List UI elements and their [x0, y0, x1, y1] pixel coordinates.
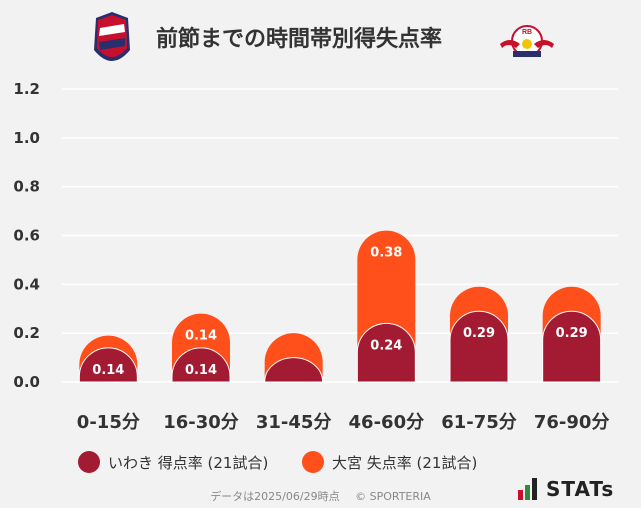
y-tick-label: 0.4 [13, 275, 40, 293]
copyright-text: © SPORTERIA [355, 490, 431, 503]
bar-iwaki-scored [356, 322, 416, 383]
bar-iwaki-scored [264, 357, 324, 383]
legend-label-omiya: 大宮 失点率 (21試合) [332, 453, 478, 472]
data-label-iwaki: 0.14 [92, 363, 124, 378]
legend-swatch-iwaki [78, 451, 100, 473]
data-label-omiya: 0.14 [185, 329, 217, 344]
x-tick-label: 76-90分 [534, 412, 610, 433]
legend-item-omiya: 大宮 失点率 (21試合) [302, 448, 477, 476]
iwaki-fc-logo [94, 12, 130, 61]
data-label-iwaki: 0.29 [463, 326, 495, 341]
x-tick-label: 31-45分 [256, 412, 332, 433]
data-label-iwaki: 0.24 [370, 338, 402, 353]
stats-bars-icon [518, 478, 540, 500]
legend-item-iwaki: いわき 得点率 (21試合) [78, 448, 268, 476]
chart-header: 前節までの時間帯別得失点率 RB [0, 0, 641, 80]
chart-title: 前節までの時間帯別得失点率 [156, 27, 443, 52]
stats-logo: STATs [518, 476, 634, 502]
y-tick-label: 0.6 [13, 227, 40, 245]
stats-brand-label: STATs [546, 477, 615, 501]
bar-iwaki-scored [78, 347, 138, 383]
x-tick-label: 46-60分 [349, 412, 425, 433]
data-label-iwaki: 0.14 [185, 363, 217, 378]
y-tick-label: 1.2 [13, 80, 40, 98]
legend-swatch-omiya [302, 451, 324, 473]
y-tick-label: 0.0 [13, 373, 40, 391]
y-tick-label: 0.8 [13, 178, 40, 196]
bar-chart: 0.0 0.2 0.4 0.6 0.8 1.0 1.2 0.14 0-15分 0.14 0.14 16… [13, 80, 618, 433]
bar-iwaki-scored [449, 310, 509, 383]
rb-logo-text: RB [522, 29, 532, 36]
footer: データは2025/06/29時点 © SPORTERIA [0, 488, 641, 504]
data-label-omiya: 0.38 [370, 246, 402, 261]
y-tick-label: 1.0 [13, 129, 40, 147]
data-label-iwaki: 0.29 [556, 326, 588, 341]
legend: いわき 得点率 (21試合) 大宮 失点率 (21試合) [78, 448, 558, 476]
x-tick-label: 61-75分 [441, 412, 517, 433]
y-tick-label: 0.2 [13, 324, 40, 342]
bar-iwaki-scored [542, 310, 602, 383]
data-date-note: データは2025/06/29時点 [210, 490, 340, 503]
rb-omiya-logo: RB [500, 25, 554, 57]
bar-iwaki-scored [171, 347, 231, 383]
x-tick-label: 16-30分 [163, 412, 239, 433]
legend-label-iwaki: いわき 得点率 (21試合) [108, 453, 269, 472]
x-tick-label: 0-15分 [77, 412, 140, 433]
